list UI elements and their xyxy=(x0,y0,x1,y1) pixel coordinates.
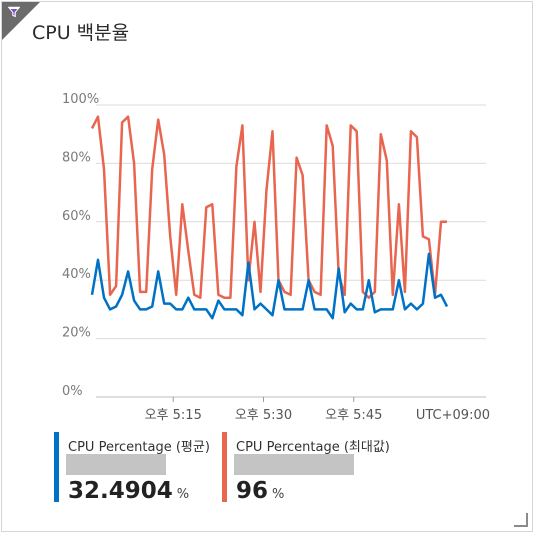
series-line-average[interactable] xyxy=(90,252,449,320)
legend-unit-max: % xyxy=(272,487,285,502)
y-tick-label: 40% xyxy=(62,267,91,282)
timezone-label: UTC+09:00 xyxy=(416,408,490,423)
filter-icon[interactable] xyxy=(7,5,21,19)
tile-title: CPU 백분율 xyxy=(32,22,130,44)
y-tick-label: 100% xyxy=(62,92,99,107)
legend-value-max: 96% xyxy=(236,478,284,504)
tile-corner-badge xyxy=(2,2,40,40)
y-tick-label: 60% xyxy=(62,209,91,224)
legend-label-max: CPU Percentage (최대값) xyxy=(236,440,390,455)
redacted-resource-name xyxy=(66,454,166,475)
legend-value-average: 32.4904% xyxy=(68,478,189,504)
legend-color-average xyxy=(54,432,59,502)
y-tick-label: 80% xyxy=(62,150,91,165)
series-line-max[interactable] xyxy=(90,115,447,299)
resize-handle[interactable] xyxy=(514,513,528,527)
y-axis-ticks: 100% 80% 60% 40% 20% 0% xyxy=(62,92,99,399)
legend-number-max: 96 xyxy=(236,478,269,504)
legend-item-average[interactable]: CPU Percentage (평균) 32.4904% xyxy=(54,432,214,504)
legend-color-max xyxy=(222,432,227,502)
redacted-resource-name xyxy=(234,454,354,475)
x-tick-label: 오후 5:45 xyxy=(325,408,382,423)
legend-number-average: 32.4904 xyxy=(68,478,173,504)
x-tick-label: 오후 5:30 xyxy=(235,408,292,423)
x-tick-label: 오후 5:15 xyxy=(145,408,202,423)
x-axis-ticks: 오후 5:15 오후 5:30 오후 5:45 UTC+09:00 xyxy=(145,397,490,423)
y-tick-label: 20% xyxy=(62,326,91,341)
legend-label-average: CPU Percentage (평균) xyxy=(68,440,210,455)
chart-series xyxy=(90,115,449,320)
y-tick-label: 0% xyxy=(62,384,83,399)
legend-item-max[interactable]: CPU Percentage (최대값) 96% xyxy=(222,432,402,504)
legend-unit-average: % xyxy=(176,487,190,502)
